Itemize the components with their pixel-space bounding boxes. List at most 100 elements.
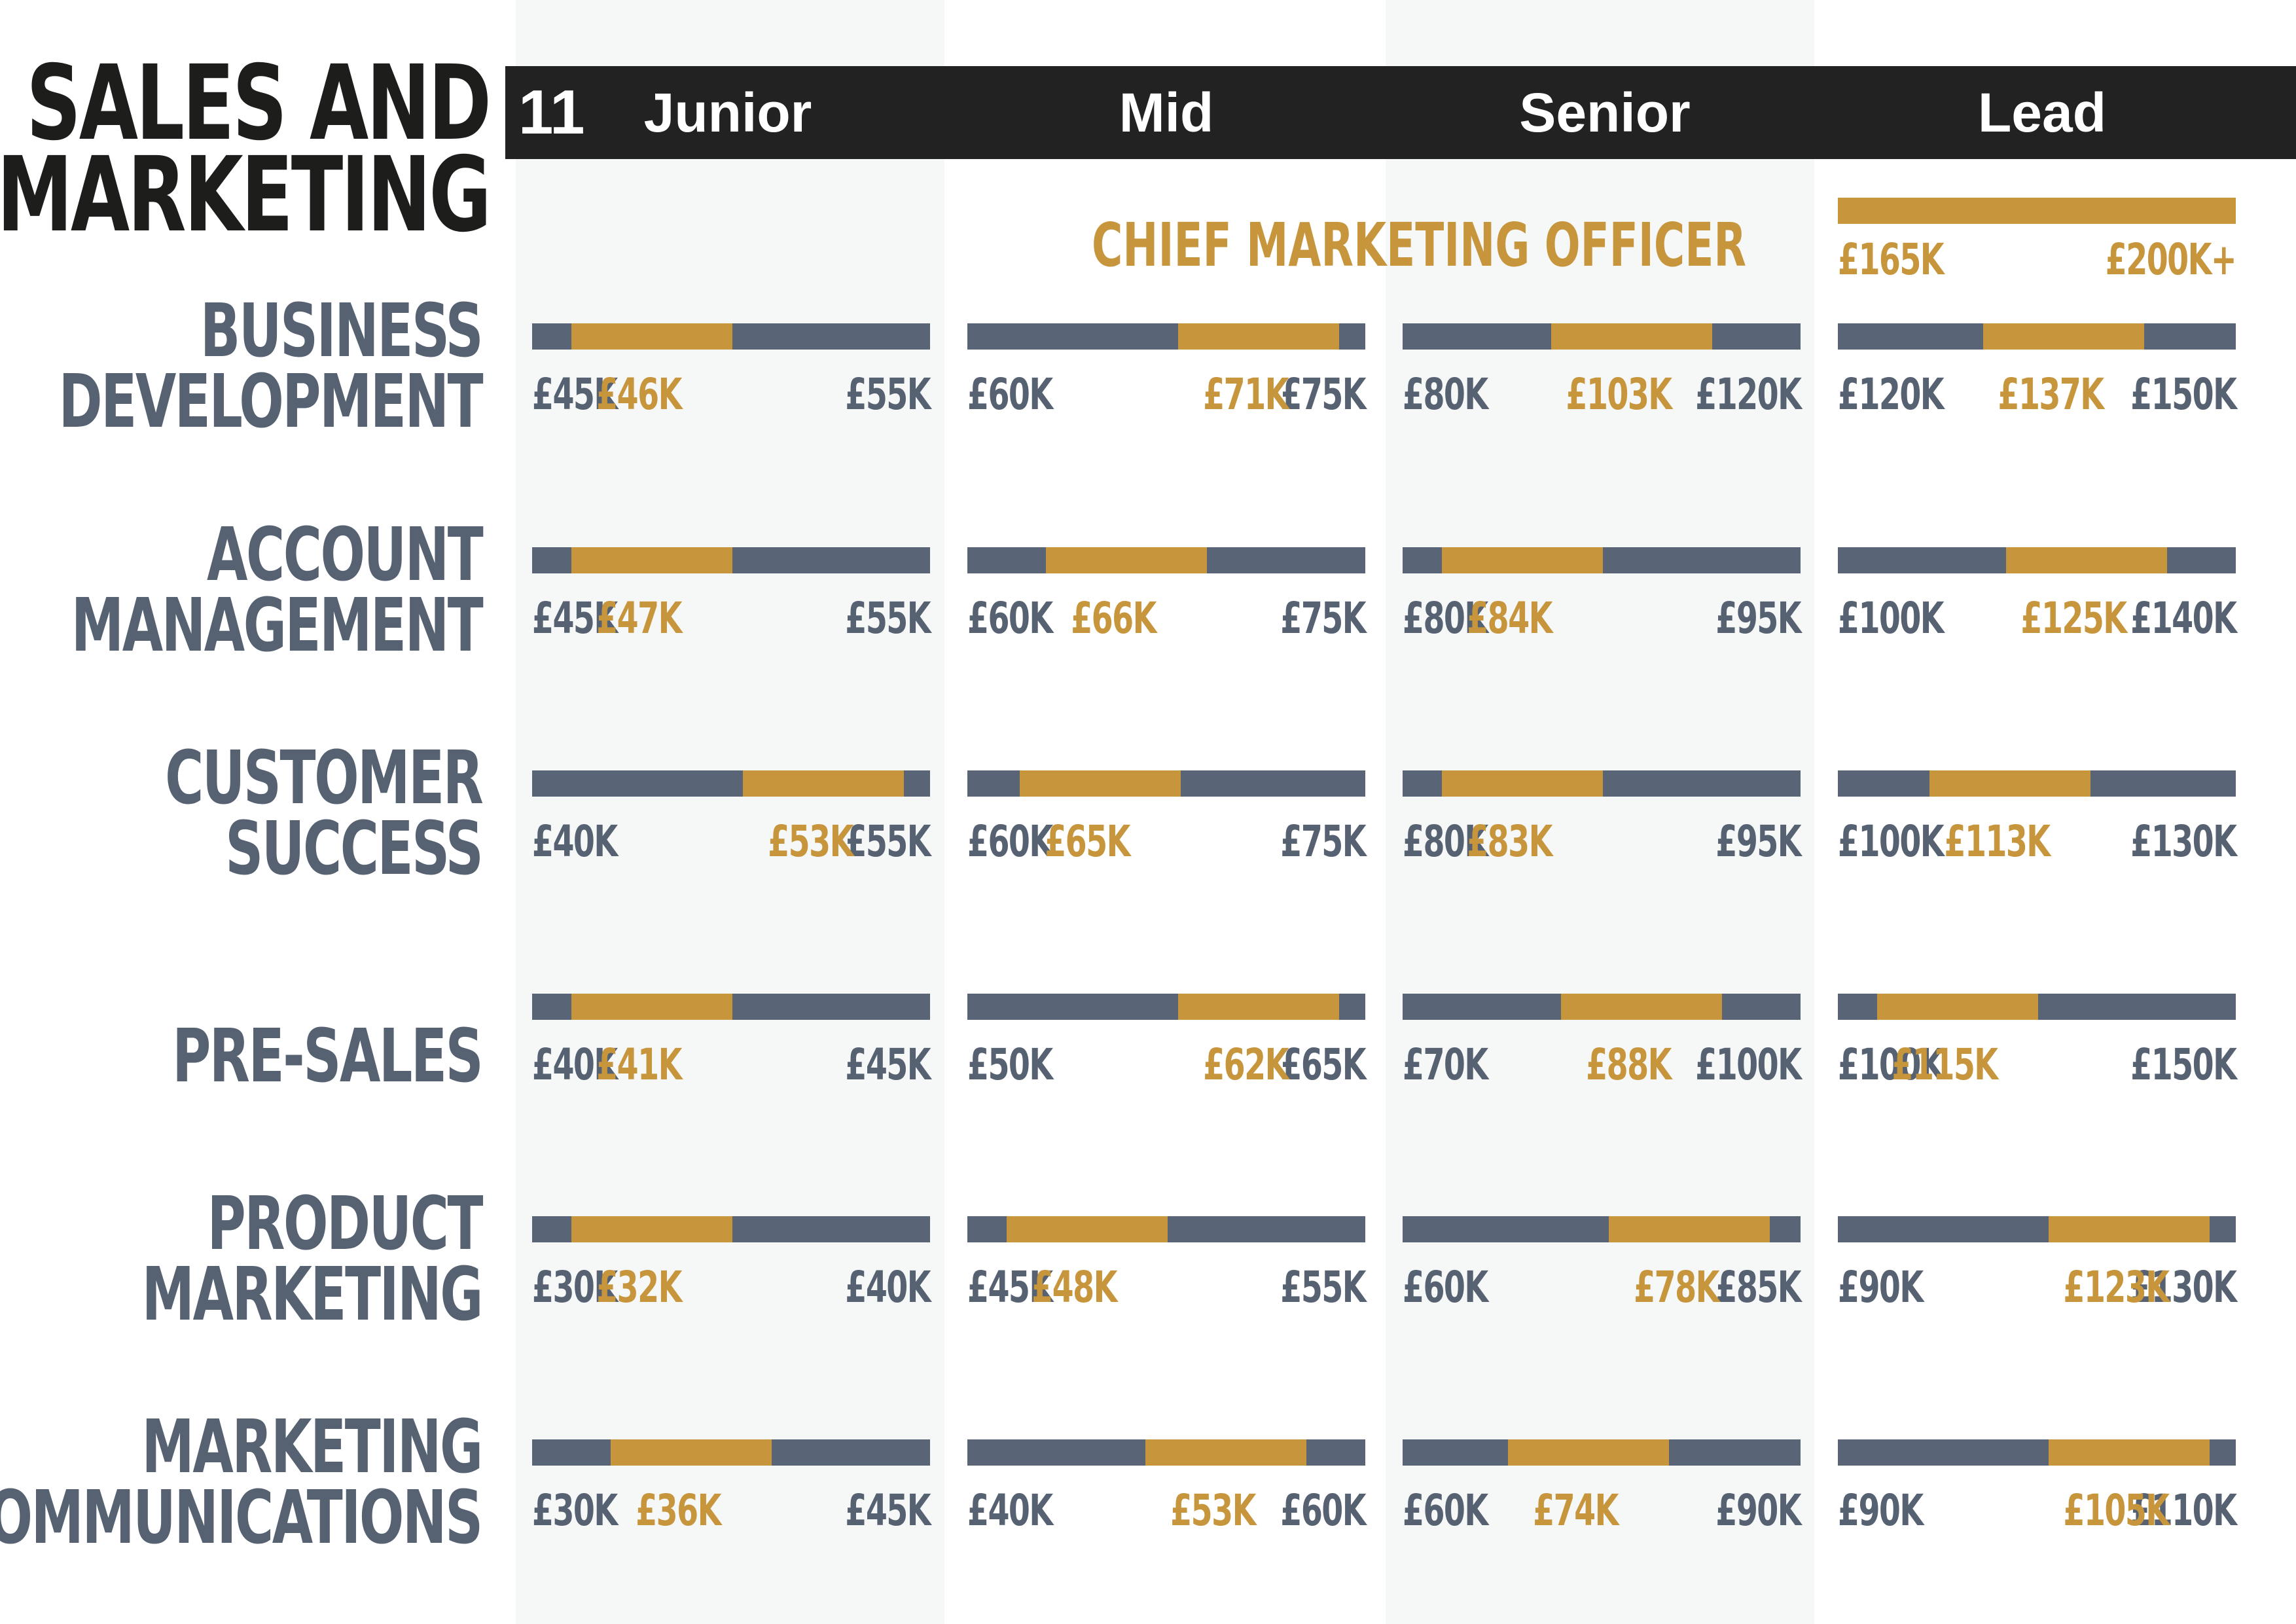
level-header-junior: Junior [643,82,812,143]
average-band [611,1439,772,1466]
role-label-line: CUSTOMER [164,736,484,821]
max-salary-label: £75K [1280,369,1366,420]
average-band [1551,323,1712,350]
average-salary-label: £83K [1467,816,1552,867]
max-salary-label: £65K [1280,1039,1366,1090]
average-band [1178,323,1339,350]
min-salary-label: £45K [532,593,618,643]
average-band [1145,1439,1307,1466]
salary-range-bar [967,770,1365,797]
average-salary-label: £47K [596,593,682,643]
max-salary-label: £130K [2130,816,2237,867]
role-label-line: PRE-SALES [171,1014,483,1099]
role-label: PRODUCT MARKETING [141,1182,484,1337]
min-salary-label: £80K [1403,369,1488,420]
cmo-max-label: £200K+ [2105,234,2237,285]
min-salary-label: £60K [1403,1262,1488,1312]
level-header-bar: 11 Junior Mid Senior Lead [505,66,2296,159]
min-salary-label: £30K [532,1485,618,1536]
role-label: BUSINESS DEVELOPMENT [58,295,483,444]
level-header-senior: Senior [1519,82,1691,143]
min-salary-label: £100K [1838,816,1945,867]
max-salary-label: £45K [845,1485,931,1536]
average-salary-label: £53K [768,816,853,867]
max-salary-label: £100K [1695,1039,1802,1090]
average-salary-label: £103K [1566,369,1672,420]
salary-range-bar [1403,994,1801,1020]
role-label-line: PRODUCT [207,1182,484,1267]
max-salary-label: £140K [2130,593,2237,643]
cmo-label: CHIEF MARKETING OFFICER [1091,210,1746,280]
average-band [2049,1439,2210,1466]
salary-range-bar [1838,770,2236,797]
average-band [1007,1216,1168,1242]
cmo-range-bar [1838,198,2236,224]
min-salary-label: £45K [532,369,618,420]
min-salary-label: £60K [967,816,1053,867]
average-band [2049,1216,2210,1242]
max-salary-label: £75K [1280,816,1366,867]
average-salary-label: £88K [1586,1039,1672,1090]
role-label-line: DEVELOPMENT [58,359,483,444]
average-salary-label: £78K [1633,1262,1719,1312]
max-salary-label: £45K [845,1039,931,1090]
salary-range-bar [1403,323,1801,350]
average-band [571,323,732,350]
role-label-line: ACCOUNT [206,513,484,598]
salary-range-bar [1838,994,2236,1020]
min-salary-label: £40K [532,816,618,867]
max-salary-label: £95K [1715,816,1801,867]
average-band [1982,323,2144,350]
average-salary-label: £125K [2020,593,2127,643]
max-salary-label: £85K [1715,1262,1801,1312]
average-band [1929,770,2091,797]
average-band [571,1216,732,1242]
role-label-line: MARKETING [141,1252,484,1337]
average-salary-label: £66K [1071,593,1157,643]
column-shade-junior [516,0,944,1624]
page-title-line-2: MARKETING [0,135,492,255]
salary-range-bar [532,770,930,797]
role-label: MARKETING COMMUNICATIONS [0,1411,483,1561]
role-label-line: SUCCESS [224,806,484,892]
salary-range-bar [1403,547,1801,573]
average-band [1507,1439,1669,1466]
min-salary-label: £70K [1403,1039,1488,1090]
max-salary-label: £40K [845,1262,931,1312]
min-salary-label: £50K [967,1039,1053,1090]
average-salary-label: £62K [1203,1039,1289,1090]
salary-range-bar [967,547,1365,573]
level-header-mid: Mid [1119,82,1214,143]
role-label: CUSTOMER SUCCESS [164,736,484,892]
cmo-min-label: £165K [1838,234,1945,285]
max-salary-label: £55K [845,593,931,643]
role-label-line: COMMUNICATIONS [0,1475,483,1561]
average-salary-label: £137K [1998,369,2104,420]
average-band [1019,770,1181,797]
min-salary-label: £120K [1838,369,1945,420]
role-label: PRE-SALES [171,1014,483,1099]
level-header-lead: Lead [1977,82,2107,143]
average-band [1046,547,1208,573]
role-label: ACCOUNT MANAGEMENT [71,513,484,662]
average-salary-label: £115K [1892,1039,1998,1090]
average-salary-label: £71K [1203,369,1289,420]
average-band [1442,770,1603,797]
average-salary-label: £65K [1044,816,1130,867]
max-salary-label: £120K [1695,369,1802,420]
salary-range-bar [532,994,930,1020]
min-salary-label: £60K [1403,1485,1488,1536]
average-salary-label: £32K [596,1262,682,1312]
page-title-line-1: SALES AND [26,43,492,164]
max-salary-label: £110K [2130,1485,2237,1536]
min-salary-label: £30K [532,1262,618,1312]
min-salary-label: £100K [1838,593,1945,643]
average-salary-label: £113K [1944,816,2051,867]
salary-range-bar [1838,323,2236,350]
salary-range-bar [1838,1216,2236,1242]
salary-range-bar [1838,547,2236,573]
average-band [1608,1216,1770,1242]
average-salary-label: £105K [2063,1485,2170,1536]
average-salary-label: £53K [1170,1485,1256,1536]
average-band [1178,994,1339,1020]
